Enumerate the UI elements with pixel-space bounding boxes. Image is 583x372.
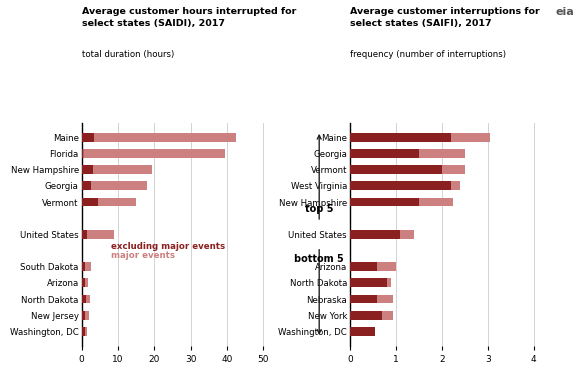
Bar xyxy=(82,149,83,158)
Bar xyxy=(82,165,152,174)
Bar xyxy=(82,262,85,271)
Text: total duration (hours): total duration (hours) xyxy=(82,50,174,59)
Bar xyxy=(350,182,451,190)
Text: excluding major events: excluding major events xyxy=(111,241,225,250)
Bar xyxy=(82,198,136,206)
Bar xyxy=(350,149,419,158)
Bar xyxy=(82,278,88,287)
Bar xyxy=(350,327,375,336)
Bar xyxy=(350,327,375,336)
Bar xyxy=(82,311,85,320)
Bar xyxy=(82,133,94,142)
Bar xyxy=(350,149,465,158)
Bar xyxy=(82,182,91,190)
Bar xyxy=(350,278,391,287)
Bar xyxy=(82,165,93,174)
Bar xyxy=(82,230,114,239)
Bar xyxy=(82,262,91,271)
Bar xyxy=(350,133,490,142)
Bar xyxy=(350,198,419,206)
Bar xyxy=(82,149,225,158)
Bar xyxy=(350,295,394,304)
Text: major events: major events xyxy=(111,251,175,260)
Bar xyxy=(350,230,414,239)
Bar xyxy=(350,165,442,174)
Bar xyxy=(82,278,85,287)
Bar xyxy=(82,327,87,336)
Text: eia: eia xyxy=(556,7,574,17)
Bar xyxy=(350,295,377,304)
Text: Average customer interruptions for
select states (SAIFI), 2017: Average customer interruptions for selec… xyxy=(350,7,539,28)
Text: frequency (number of interruptions): frequency (number of interruptions) xyxy=(350,50,506,59)
Bar xyxy=(350,278,387,287)
Bar xyxy=(350,133,451,142)
Bar xyxy=(350,262,377,271)
Bar xyxy=(350,182,460,190)
Bar xyxy=(82,311,89,320)
Bar xyxy=(82,133,236,142)
Bar xyxy=(350,262,396,271)
Bar xyxy=(350,311,382,320)
Bar xyxy=(82,198,98,206)
Bar xyxy=(350,198,454,206)
Text: top 5: top 5 xyxy=(305,205,333,215)
Bar xyxy=(82,327,85,336)
Bar xyxy=(82,182,147,190)
Bar xyxy=(350,230,401,239)
Bar xyxy=(82,295,86,304)
Bar xyxy=(82,295,90,304)
Bar xyxy=(350,311,394,320)
Bar xyxy=(350,165,465,174)
Bar xyxy=(82,230,87,239)
Text: Average customer hours interrupted for
select states (SAIDI), 2017: Average customer hours interrupted for s… xyxy=(82,7,296,28)
Text: bottom 5: bottom 5 xyxy=(294,254,344,264)
